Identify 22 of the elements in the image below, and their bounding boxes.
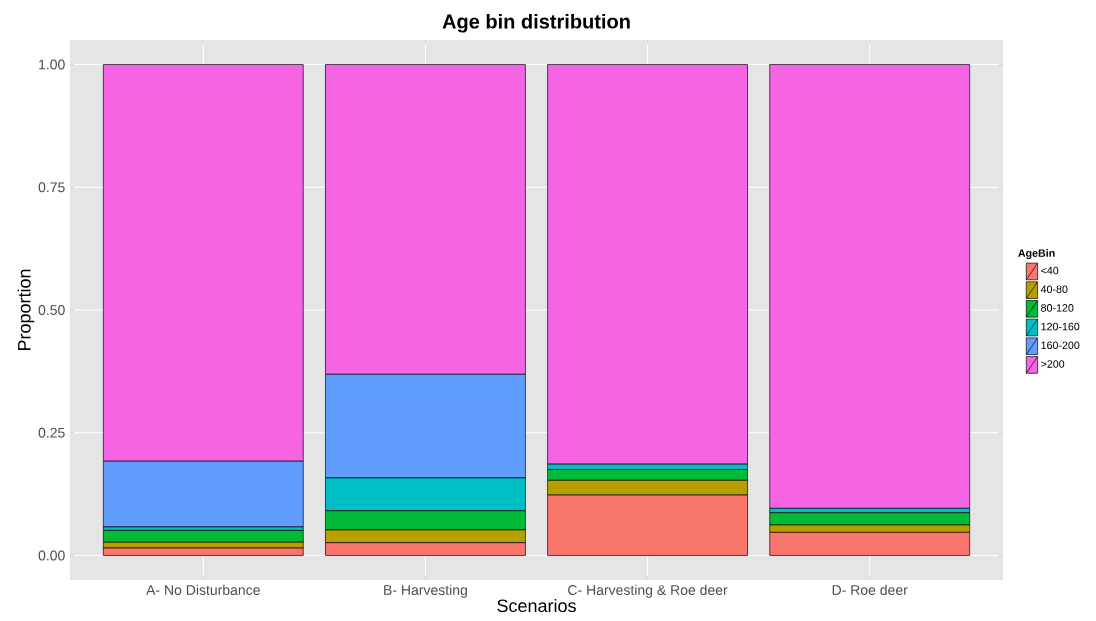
y-tick-label: 0.00: [38, 550, 65, 561]
y-tick-label: 0.25: [38, 427, 65, 438]
x-tick-label: B- Harvesting: [384, 584, 467, 598]
y-tick-label: 1.00: [39, 59, 65, 70]
x-tick-label: D- Roe deer: [832, 584, 908, 595]
y-tick-label: 0.75: [38, 182, 65, 193]
x-tick-label: A- No Disturbance: [146, 584, 260, 595]
legend-label: >200: [1041, 360, 1065, 368]
chart-title: Age bin distribution: [442, 13, 630, 33]
bar: [547, 64, 748, 465]
y-tick-label: 0.50: [38, 305, 65, 315]
bar: [769, 64, 971, 509]
x-tick-label: C- Harvesting & Roe deer: [568, 584, 728, 598]
y-axis-title: Proportion: [17, 269, 35, 351]
bar: [102, 530, 304, 543]
x-axis-title: Scenarios: [497, 598, 576, 613]
legend-label: 80-120: [1041, 304, 1074, 312]
legend-label: 120-160: [1041, 322, 1080, 331]
legend-label: 160-200: [1041, 341, 1080, 350]
legend-label: 40-80: [1040, 285, 1068, 293]
legend-label: <40: [1041, 266, 1059, 275]
legend-title: AgeBin: [1018, 249, 1055, 260]
